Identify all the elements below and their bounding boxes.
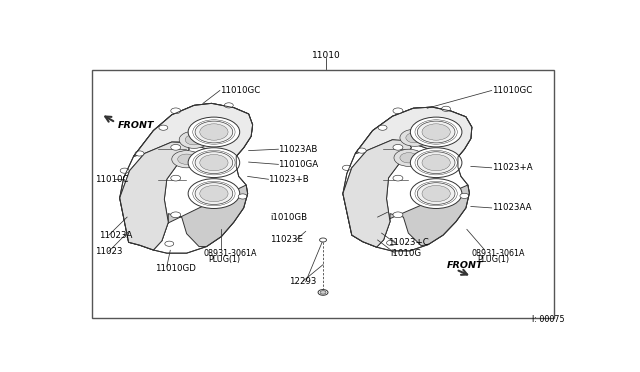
Text: PLUG(1): PLUG(1) — [208, 255, 240, 264]
Circle shape — [320, 291, 326, 294]
Circle shape — [171, 212, 180, 218]
Circle shape — [159, 125, 168, 130]
Circle shape — [171, 144, 180, 150]
Polygon shape — [134, 103, 253, 156]
Circle shape — [422, 154, 451, 171]
Circle shape — [120, 168, 129, 173]
Text: I: 00075: I: 00075 — [532, 315, 565, 324]
Text: 11010C: 11010C — [95, 175, 129, 184]
Text: i1010G: i1010G — [390, 248, 421, 258]
Polygon shape — [343, 107, 472, 251]
Circle shape — [165, 241, 173, 246]
Text: 12293: 12293 — [289, 277, 317, 286]
Text: 11010GC: 11010GC — [220, 86, 260, 95]
Circle shape — [410, 179, 462, 208]
Circle shape — [195, 121, 233, 143]
Polygon shape — [343, 140, 412, 247]
Circle shape — [171, 175, 180, 181]
Circle shape — [188, 148, 240, 177]
Text: PLUG(1): PLUG(1) — [477, 255, 509, 264]
Circle shape — [171, 108, 180, 114]
Circle shape — [225, 103, 233, 108]
Circle shape — [318, 289, 328, 295]
Circle shape — [393, 108, 403, 114]
Text: 11023AA: 11023AA — [492, 203, 531, 212]
Polygon shape — [129, 185, 248, 247]
Circle shape — [460, 193, 469, 198]
Circle shape — [410, 117, 462, 147]
Circle shape — [417, 121, 455, 143]
Circle shape — [188, 117, 240, 147]
Circle shape — [200, 124, 228, 140]
Text: 11023E: 11023E — [270, 235, 303, 244]
Circle shape — [393, 144, 403, 150]
Circle shape — [406, 132, 424, 143]
Circle shape — [400, 153, 418, 163]
Text: FRONT: FRONT — [118, 122, 154, 131]
Circle shape — [357, 148, 366, 153]
Polygon shape — [343, 140, 412, 247]
Circle shape — [387, 240, 396, 246]
Text: 11023AB: 11023AB — [278, 145, 318, 154]
Text: 11010GA: 11010GA — [278, 160, 319, 169]
Polygon shape — [120, 103, 253, 253]
Circle shape — [378, 125, 387, 130]
Text: 11023A: 11023A — [99, 231, 132, 240]
Text: FRONT: FRONT — [447, 261, 484, 270]
Circle shape — [195, 152, 233, 173]
Polygon shape — [120, 142, 189, 250]
Circle shape — [319, 238, 326, 242]
Circle shape — [195, 183, 233, 205]
Circle shape — [342, 165, 351, 170]
Circle shape — [394, 149, 424, 166]
Circle shape — [178, 154, 196, 164]
Circle shape — [417, 152, 455, 173]
Circle shape — [393, 212, 403, 218]
Polygon shape — [120, 142, 189, 250]
Circle shape — [200, 154, 228, 171]
Circle shape — [185, 135, 203, 145]
Circle shape — [410, 148, 462, 177]
Circle shape — [172, 151, 202, 168]
Circle shape — [442, 106, 451, 111]
Circle shape — [422, 185, 451, 202]
Circle shape — [400, 129, 429, 146]
Circle shape — [188, 179, 240, 208]
Text: 11023+C: 11023+C — [388, 238, 428, 247]
Polygon shape — [352, 185, 469, 246]
Polygon shape — [355, 107, 472, 157]
Circle shape — [417, 183, 455, 205]
Polygon shape — [134, 103, 253, 156]
Text: 08931-3061A: 08931-3061A — [203, 248, 257, 258]
Text: 11023: 11023 — [95, 247, 122, 256]
Text: 11010: 11010 — [312, 51, 340, 60]
Circle shape — [238, 194, 247, 199]
Text: i1010GB: i1010GB — [270, 212, 307, 222]
Polygon shape — [355, 107, 472, 157]
Circle shape — [179, 131, 209, 148]
Text: 11023+B: 11023+B — [269, 175, 309, 184]
Bar — [92, 70, 554, 318]
Text: 11023+A: 11023+A — [492, 163, 532, 172]
Text: 11010GD: 11010GD — [156, 264, 196, 273]
Circle shape — [393, 175, 403, 181]
Circle shape — [422, 124, 451, 140]
Text: 08931-3061A: 08931-3061A — [472, 248, 525, 258]
Circle shape — [200, 185, 228, 202]
Text: 11010GC: 11010GC — [492, 86, 532, 95]
Circle shape — [135, 151, 144, 156]
